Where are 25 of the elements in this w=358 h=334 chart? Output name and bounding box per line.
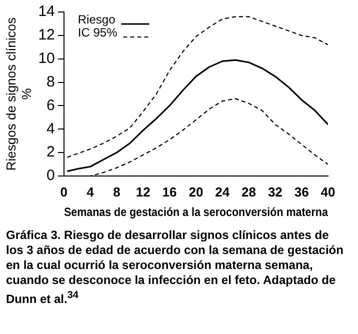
- x-tick-label: 16: [162, 184, 177, 200]
- text: Gráfica 3. Riesgo de desarrollar signos clínicos antes de los 3 años de edad de acuerdo con la semana de gestación en la cual ocurrió la seroconversión materna semana, cuando se desconoce la infección en el feto. Adaptado de Dunn et al.$^{34}$: [6, 228, 344, 307]
- x-tick-label: 4: [86, 184, 95, 200]
- y-tick-label: 8: [46, 73, 55, 90]
- line-series: [66, 16, 328, 158]
- y-tick-label: 12: [38, 26, 55, 44]
- y-tick-label: 2: [46, 144, 55, 161]
- x-tick-label: 40: [320, 184, 336, 200]
- legend-label: IC 95%: [78, 25, 118, 40]
- x-tick-label: 12: [136, 184, 150, 200]
- y-axis-title: Riesgos de signos clínicos %: [3, 16, 34, 171]
- y-tick-label: 4: [46, 120, 55, 138]
- x-tick-label: 32: [268, 184, 282, 200]
- y-tick-label: 6: [46, 96, 55, 114]
- y-tick-label: 14: [38, 3, 55, 20]
- y-tick-label: 0: [46, 167, 55, 184]
- legend-label: Riesgo: [78, 12, 116, 26]
- x-tick-label: 28: [242, 184, 256, 200]
- x-axis-title: Semanas de gestación a la seroconversión materna: [64, 206, 329, 220]
- x-tick-label: 24: [215, 184, 230, 200]
- x-tick-label: 36: [294, 184, 309, 200]
- y-tick-label: 10: [38, 50, 55, 67]
- x-tick-label: 8: [113, 184, 120, 200]
- x-tick-label: 20: [188, 184, 204, 200]
- x-tick-label: 0: [60, 184, 68, 200]
